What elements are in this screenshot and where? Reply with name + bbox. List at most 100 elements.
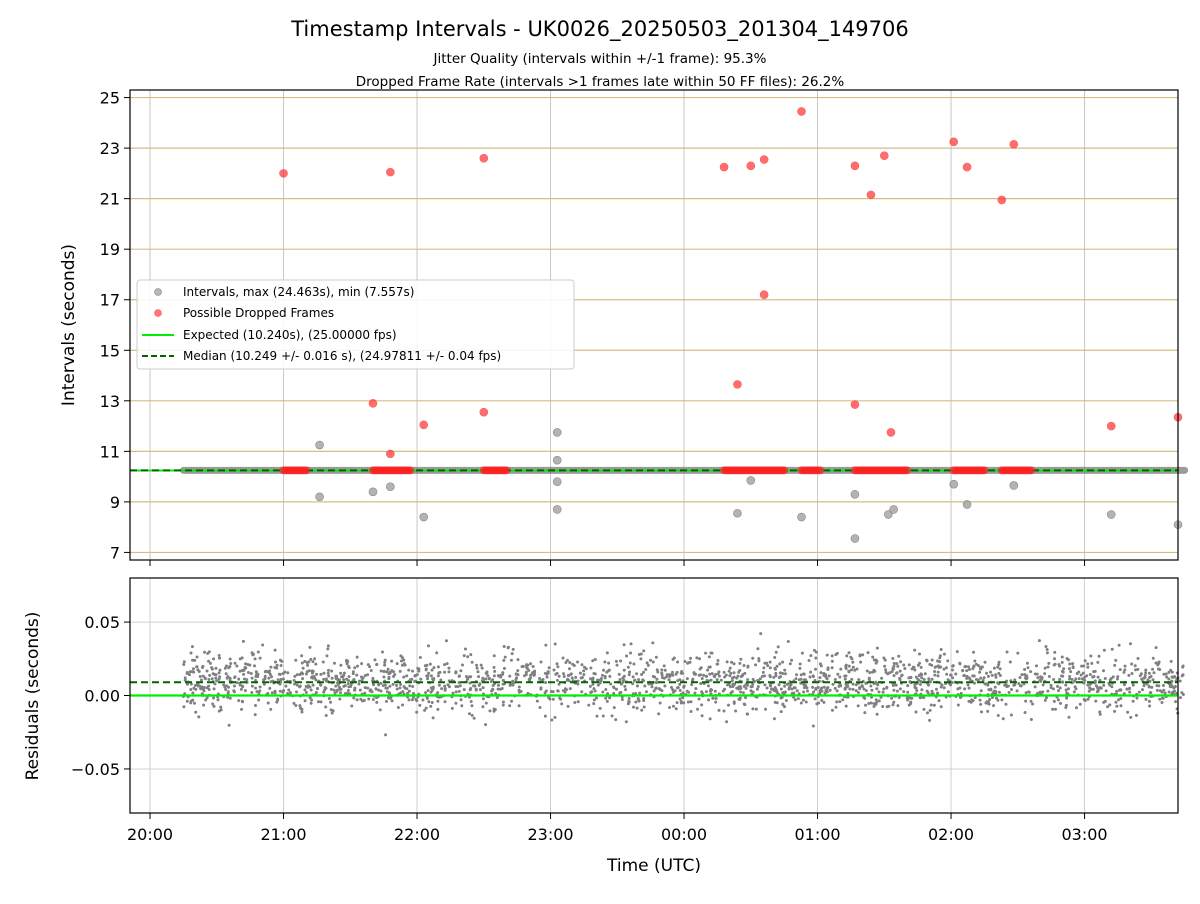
residual-point (768, 674, 771, 677)
residual-point (1136, 668, 1139, 671)
residual-point (183, 660, 186, 663)
residual-point (426, 677, 429, 680)
residual-point (229, 697, 232, 700)
residual-point (241, 656, 244, 659)
residual-point (699, 673, 702, 676)
residual-point (769, 666, 772, 669)
residual-point (1087, 698, 1090, 701)
residual-point (1104, 700, 1107, 703)
residual-point (466, 677, 469, 680)
residual-point (832, 683, 835, 686)
residual-point (570, 672, 573, 675)
top-ytick-label: 21 (100, 190, 120, 209)
residual-point (193, 702, 196, 705)
residual-point (873, 670, 876, 673)
residual-point (1079, 703, 1082, 706)
residual-point (858, 687, 861, 690)
residual-point (668, 706, 671, 709)
residual-point (1053, 651, 1056, 654)
residual-point (447, 683, 450, 686)
residual-point (698, 697, 701, 700)
residual-point (281, 691, 284, 694)
residual-point (426, 674, 429, 677)
residual-point (1100, 687, 1103, 690)
residual-point (1045, 696, 1048, 699)
residual-point (915, 689, 918, 692)
residual-point (357, 683, 360, 686)
residual-point (345, 678, 348, 681)
residual-point (596, 715, 599, 718)
residual-point (968, 676, 971, 679)
residual-point (913, 649, 916, 652)
residual-point (356, 656, 359, 659)
residual-point (326, 647, 329, 650)
residual-point (1179, 696, 1182, 699)
residual-point (980, 689, 983, 692)
residual-point (657, 712, 660, 715)
residual-point (640, 673, 643, 676)
bottom-ytick-label: −0.05 (71, 760, 120, 779)
residual-point (1135, 714, 1138, 717)
residual-point (219, 706, 222, 709)
residual-point (325, 714, 328, 717)
residual-point (508, 704, 511, 707)
residual-point (677, 686, 680, 689)
residual-point (701, 677, 704, 680)
residual-point (228, 665, 231, 668)
residual-point (476, 670, 479, 673)
residual-point (871, 656, 874, 659)
residual-point (847, 651, 850, 654)
residual-point (411, 685, 414, 688)
residual-point (639, 657, 642, 660)
residual-point (799, 662, 802, 665)
residual-point (591, 683, 594, 686)
residual-point (638, 653, 641, 656)
residual-point (242, 640, 245, 643)
residual-point (220, 708, 223, 711)
residual-point (994, 686, 997, 689)
residual-point (1126, 711, 1129, 714)
residual-point (502, 701, 505, 704)
residual-point (212, 696, 215, 699)
residual-point (227, 690, 230, 693)
residual-point (405, 674, 408, 677)
residual-point (299, 707, 302, 710)
residual-point (663, 677, 666, 680)
top-ytick-label: 7 (110, 543, 120, 562)
residual-point (1174, 700, 1177, 703)
residual-point (1122, 671, 1125, 674)
residual-point (516, 658, 519, 661)
residual-point (212, 672, 215, 675)
residual-point (691, 678, 694, 681)
residual-point (699, 682, 702, 685)
interval-point (1107, 511, 1115, 519)
residual-point (1165, 673, 1168, 676)
residual-point (429, 705, 432, 708)
top-ytick-label: 19 (100, 240, 120, 259)
residual-point (819, 671, 822, 674)
residual-point (801, 652, 804, 655)
residual-point (308, 646, 311, 649)
residual-point (350, 683, 353, 686)
residual-point (958, 662, 961, 665)
dropped-frame-point (998, 196, 1006, 204)
residual-point (1130, 662, 1133, 665)
residual-point (334, 675, 337, 678)
residual-point (835, 700, 838, 703)
residual-point (516, 669, 519, 672)
residual-point (542, 678, 545, 681)
residual-point (874, 703, 877, 706)
residual-point (604, 697, 607, 700)
residual-point (967, 665, 970, 668)
residual-point (714, 690, 717, 693)
residual-point (1151, 668, 1154, 671)
residual-point (602, 715, 605, 718)
legend-intervals-label: Intervals, max (24.463s), min (7.557s) (183, 285, 414, 299)
residual-point (845, 667, 848, 670)
residual-point (276, 664, 279, 667)
residual-point (850, 678, 853, 681)
residual-point (308, 669, 311, 672)
residual-point (595, 697, 598, 700)
bottom-xtick-label: 22:00 (394, 825, 440, 844)
residual-point (1108, 703, 1111, 706)
